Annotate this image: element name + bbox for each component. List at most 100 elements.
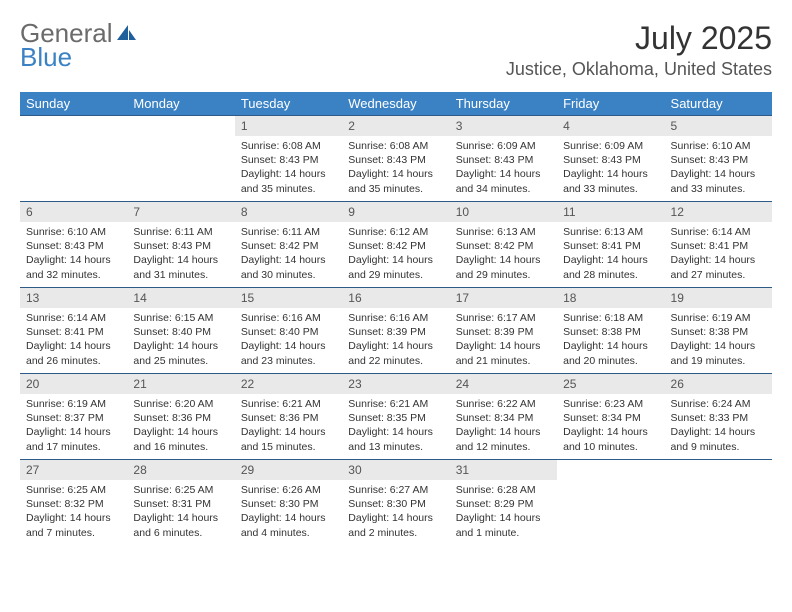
day-number: 22 (235, 374, 342, 394)
day-details: Sunrise: 6:10 AMSunset: 8:43 PMDaylight:… (20, 222, 127, 285)
calendar-day-cell: .. (127, 116, 234, 202)
calendar-table: SundayMondayTuesdayWednesdayThursdayFrid… (20, 92, 772, 546)
day-number: 13 (20, 288, 127, 308)
day-number: 12 (665, 202, 772, 222)
calendar-day-cell: 30Sunrise: 6:27 AMSunset: 8:30 PMDayligh… (342, 460, 449, 546)
calendar-day-cell: 21Sunrise: 6:20 AMSunset: 8:36 PMDayligh… (127, 374, 234, 460)
day-details: Sunrise: 6:10 AMSunset: 8:43 PMDaylight:… (665, 136, 772, 199)
day-number: 28 (127, 460, 234, 480)
day-number: 8 (235, 202, 342, 222)
day-header: Sunday (20, 92, 127, 116)
day-details: Sunrise: 6:26 AMSunset: 8:30 PMDaylight:… (235, 480, 342, 543)
day-details: Sunrise: 6:11 AMSunset: 8:43 PMDaylight:… (127, 222, 234, 285)
calendar-day-cell: 25Sunrise: 6:23 AMSunset: 8:34 PMDayligh… (557, 374, 664, 460)
day-number: 11 (557, 202, 664, 222)
day-details: Sunrise: 6:18 AMSunset: 8:38 PMDaylight:… (557, 308, 664, 371)
day-number: 17 (450, 288, 557, 308)
day-number: 30 (342, 460, 449, 480)
calendar-day-cell: .. (557, 460, 664, 546)
day-number: 3 (450, 116, 557, 136)
calendar-day-cell: 18Sunrise: 6:18 AMSunset: 8:38 PMDayligh… (557, 288, 664, 374)
day-details: Sunrise: 6:19 AMSunset: 8:37 PMDaylight:… (20, 394, 127, 457)
day-details: Sunrise: 6:12 AMSunset: 8:42 PMDaylight:… (342, 222, 449, 285)
day-details: Sunrise: 6:25 AMSunset: 8:31 PMDaylight:… (127, 480, 234, 543)
calendar-day-cell: 11Sunrise: 6:13 AMSunset: 8:41 PMDayligh… (557, 202, 664, 288)
calendar-week-row: 27Sunrise: 6:25 AMSunset: 8:32 PMDayligh… (20, 460, 772, 546)
calendar-day-cell: 13Sunrise: 6:14 AMSunset: 8:41 PMDayligh… (20, 288, 127, 374)
day-header: Thursday (450, 92, 557, 116)
day-number: 14 (127, 288, 234, 308)
day-details: Sunrise: 6:14 AMSunset: 8:41 PMDaylight:… (20, 308, 127, 371)
calendar-week-row: 6Sunrise: 6:10 AMSunset: 8:43 PMDaylight… (20, 202, 772, 288)
calendar-week-row: ....1Sunrise: 6:08 AMSunset: 8:43 PMDayl… (20, 116, 772, 202)
calendar-day-cell: 2Sunrise: 6:08 AMSunset: 8:43 PMDaylight… (342, 116, 449, 202)
day-header: Friday (557, 92, 664, 116)
day-header: Saturday (665, 92, 772, 116)
calendar-day-cell: 19Sunrise: 6:19 AMSunset: 8:38 PMDayligh… (665, 288, 772, 374)
day-details: Sunrise: 6:09 AMSunset: 8:43 PMDaylight:… (450, 136, 557, 199)
calendar-day-cell: 3Sunrise: 6:09 AMSunset: 8:43 PMDaylight… (450, 116, 557, 202)
day-details: Sunrise: 6:13 AMSunset: 8:42 PMDaylight:… (450, 222, 557, 285)
day-details: Sunrise: 6:21 AMSunset: 8:35 PMDaylight:… (342, 394, 449, 457)
title-block: July 2025 Justice, Oklahoma, United Stat… (506, 20, 772, 80)
day-number: 6 (20, 202, 127, 222)
calendar-day-cell: 10Sunrise: 6:13 AMSunset: 8:42 PMDayligh… (450, 202, 557, 288)
day-number: 5 (665, 116, 772, 136)
calendar-body: ....1Sunrise: 6:08 AMSunset: 8:43 PMDayl… (20, 116, 772, 546)
calendar-day-cell: 1Sunrise: 6:08 AMSunset: 8:43 PMDaylight… (235, 116, 342, 202)
day-details: Sunrise: 6:16 AMSunset: 8:39 PMDaylight:… (342, 308, 449, 371)
day-number: 2 (342, 116, 449, 136)
day-details: Sunrise: 6:14 AMSunset: 8:41 PMDaylight:… (665, 222, 772, 285)
day-number: 16 (342, 288, 449, 308)
calendar-day-cell: 31Sunrise: 6:28 AMSunset: 8:29 PMDayligh… (450, 460, 557, 546)
location: Justice, Oklahoma, United States (506, 59, 772, 80)
calendar-day-cell: 12Sunrise: 6:14 AMSunset: 8:41 PMDayligh… (665, 202, 772, 288)
day-number: 15 (235, 288, 342, 308)
calendar-day-cell: 28Sunrise: 6:25 AMSunset: 8:31 PMDayligh… (127, 460, 234, 546)
day-number: 23 (342, 374, 449, 394)
day-number: 25 (557, 374, 664, 394)
logo-word2: Blue (20, 44, 138, 70)
calendar-day-cell: 8Sunrise: 6:11 AMSunset: 8:42 PMDaylight… (235, 202, 342, 288)
day-header: Monday (127, 92, 234, 116)
calendar-day-cell: 29Sunrise: 6:26 AMSunset: 8:30 PMDayligh… (235, 460, 342, 546)
calendar-day-cell: 4Sunrise: 6:09 AMSunset: 8:43 PMDaylight… (557, 116, 664, 202)
day-details: Sunrise: 6:16 AMSunset: 8:40 PMDaylight:… (235, 308, 342, 371)
day-header: Tuesday (235, 92, 342, 116)
day-details: Sunrise: 6:22 AMSunset: 8:34 PMDaylight:… (450, 394, 557, 457)
day-number: 20 (20, 374, 127, 394)
calendar-day-cell: .. (20, 116, 127, 202)
day-number: 19 (665, 288, 772, 308)
calendar-day-cell: 9Sunrise: 6:12 AMSunset: 8:42 PMDaylight… (342, 202, 449, 288)
calendar-day-cell: 26Sunrise: 6:24 AMSunset: 8:33 PMDayligh… (665, 374, 772, 460)
day-number: 24 (450, 374, 557, 394)
calendar-day-cell: 20Sunrise: 6:19 AMSunset: 8:37 PMDayligh… (20, 374, 127, 460)
month-title: July 2025 (506, 20, 772, 57)
day-number: 10 (450, 202, 557, 222)
day-number: 31 (450, 460, 557, 480)
day-number: 21 (127, 374, 234, 394)
day-number: 7 (127, 202, 234, 222)
day-number: 29 (235, 460, 342, 480)
calendar-day-cell: 7Sunrise: 6:11 AMSunset: 8:43 PMDaylight… (127, 202, 234, 288)
day-details: Sunrise: 6:23 AMSunset: 8:34 PMDaylight:… (557, 394, 664, 457)
day-details: Sunrise: 6:13 AMSunset: 8:41 PMDaylight:… (557, 222, 664, 285)
calendar-header-row: SundayMondayTuesdayWednesdayThursdayFrid… (20, 92, 772, 116)
day-details: Sunrise: 6:21 AMSunset: 8:36 PMDaylight:… (235, 394, 342, 457)
calendar-day-cell: 17Sunrise: 6:17 AMSunset: 8:39 PMDayligh… (450, 288, 557, 374)
day-number: 26 (665, 374, 772, 394)
logo-sail-icon (116, 20, 138, 46)
calendar-day-cell: 5Sunrise: 6:10 AMSunset: 8:43 PMDaylight… (665, 116, 772, 202)
day-details: Sunrise: 6:25 AMSunset: 8:32 PMDaylight:… (20, 480, 127, 543)
calendar-day-cell: 6Sunrise: 6:10 AMSunset: 8:43 PMDaylight… (20, 202, 127, 288)
day-number: 1 (235, 116, 342, 136)
day-number: 27 (20, 460, 127, 480)
day-details: Sunrise: 6:11 AMSunset: 8:42 PMDaylight:… (235, 222, 342, 285)
day-details: Sunrise: 6:09 AMSunset: 8:43 PMDaylight:… (557, 136, 664, 199)
calendar-week-row: 20Sunrise: 6:19 AMSunset: 8:37 PMDayligh… (20, 374, 772, 460)
calendar-day-cell: 15Sunrise: 6:16 AMSunset: 8:40 PMDayligh… (235, 288, 342, 374)
day-details: Sunrise: 6:08 AMSunset: 8:43 PMDaylight:… (342, 136, 449, 199)
day-details: Sunrise: 6:20 AMSunset: 8:36 PMDaylight:… (127, 394, 234, 457)
day-details: Sunrise: 6:28 AMSunset: 8:29 PMDaylight:… (450, 480, 557, 543)
day-details: Sunrise: 6:08 AMSunset: 8:43 PMDaylight:… (235, 136, 342, 199)
